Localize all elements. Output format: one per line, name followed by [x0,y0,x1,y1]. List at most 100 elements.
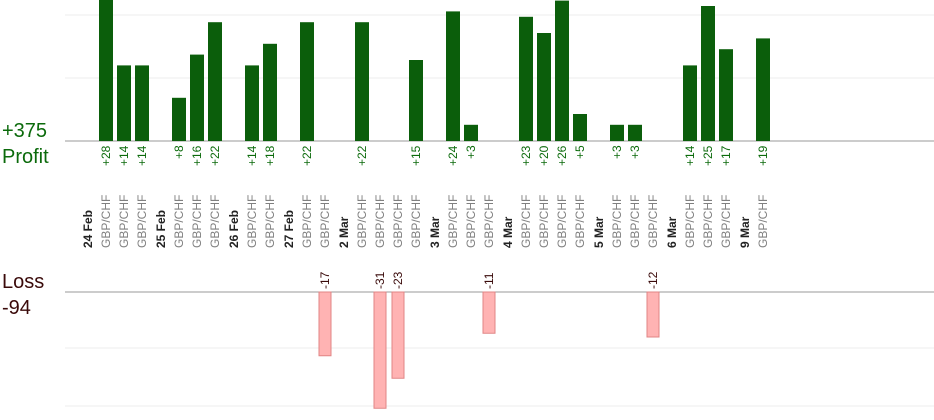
profit-bar [628,124,642,141]
pair-label: GBP/CHF [701,195,715,248]
loss-bar [482,291,496,334]
profit-bar [409,60,423,141]
pair-label: GBP/CHF [482,195,496,248]
profit-value-label: +8 [172,145,186,159]
pair-label: GBP/CHF [555,195,569,248]
pair-label: GBP/CHF [646,195,660,248]
loss-value-label: -31 [373,271,387,289]
profit-bar [135,65,149,141]
profit-value-label: +22 [300,145,314,166]
pair-label: GBP/CHF [537,195,551,248]
date-label: 25 Feb [154,210,168,248]
profit-value-label: +15 [409,145,423,166]
pair-label: GBP/CHF [409,195,423,248]
loss-bar [373,291,387,409]
pair-label: GBP/CHF [245,195,259,248]
profit-bar [190,54,204,141]
pair-label: GBP/CHF [573,195,587,248]
pair-label: GBP/CHF [683,195,697,248]
profit-value-label: +20 [537,145,551,166]
loss-value-label: -12 [646,271,660,289]
profit-value-label: +18 [263,145,277,166]
profit-value-label: +14 [135,145,149,166]
profit-bar [99,0,113,141]
pair-label: GBP/CHF [263,195,277,248]
profit-value-label: +16 [190,145,204,166]
loss-value-label: -11 [482,272,496,289]
pair-label: GBP/CHF [300,195,314,248]
profit-bar [245,65,259,141]
profit-value-label: +24 [446,145,460,166]
date-label: 6 Mar [665,216,679,248]
profit-value-label: +28 [99,145,113,166]
profit-value-label: +19 [756,145,770,166]
pair-label: GBP/CHF [99,195,113,248]
profit-bar [573,114,587,141]
profit-bar [537,33,551,141]
pair-label: GBP/CHF [628,195,642,248]
pair-label: GBP/CHF [519,195,533,248]
profit-bar [117,65,131,141]
profit-bar [519,16,533,141]
profit-bar [701,6,715,141]
date-label: 3 Mar [428,216,442,248]
loss-total: -94 [2,297,31,319]
loss-label: Loss [2,271,44,293]
profit-bar [208,22,222,142]
pair-label: GBP/CHF [610,195,624,248]
date-label: 4 Mar [501,216,515,248]
pair-label: GBP/CHF [135,195,149,248]
profit-value-label: +23 [519,145,533,166]
loss-value-label: -23 [391,271,405,289]
profit-bar [172,97,186,141]
pair-label: GBP/CHF [756,195,770,248]
pair-label: GBP/CHF [318,195,332,248]
profit-bar [683,65,697,141]
pair-label: GBP/CHF [190,195,204,248]
date-label: 24 Feb [81,210,95,248]
loss-value-label: -17 [318,271,332,289]
profit-value-label: +26 [555,145,569,166]
profit-value-label: +14 [245,145,259,166]
pair-label: GBP/CHF [391,195,405,248]
profit-value-label: +5 [573,145,587,159]
pair-label: GBP/CHF [464,195,478,248]
profit-bar [555,0,569,141]
profit-bar [355,22,369,142]
date-label: 27 Feb [282,210,296,248]
loss-bar [318,291,332,357]
date-label: 26 Feb [227,210,241,248]
date-label: 5 Mar [592,216,606,248]
profit-value-label: +22 [208,145,222,166]
profit-bar [756,38,770,141]
profit-bar [263,43,277,141]
pair-label: GBP/CHF [373,195,387,248]
profit-label: Profit [2,146,49,168]
profit-value-label: +25 [701,145,715,166]
profit-bar [610,124,624,141]
pair-label: GBP/CHF [117,195,131,248]
profit-value-label: +22 [355,145,369,166]
pair-label: GBP/CHF [208,195,222,248]
profit-bar [300,22,314,142]
profit-value-label: +14 [117,145,131,166]
loss-bar [391,291,405,379]
profit-value-label: +3 [610,145,624,159]
profit-total: +375 [2,120,47,142]
profit-bar [719,49,733,142]
date-label: 9 Mar [738,216,752,248]
date-label: 2 Mar [337,216,351,248]
pair-label: GBP/CHF [355,195,369,248]
profit-value-label: +17 [719,145,733,166]
profit-bar [446,11,460,142]
loss-bar [646,291,660,338]
chart-marks: 24 Feb GBP/CHF +28 GBP/CHF +14 GBP/CHF +14 25 F… [81,0,770,409]
profit-value-label: +3 [464,145,478,159]
pair-label: GBP/CHF [446,195,460,248]
pair-label: GBP/CHF [719,195,733,248]
profit-bar [464,124,478,141]
pair-label: GBP/CHF [172,195,186,248]
profit-value-label: +14 [683,145,697,166]
profit-value-label: +3 [628,145,642,159]
